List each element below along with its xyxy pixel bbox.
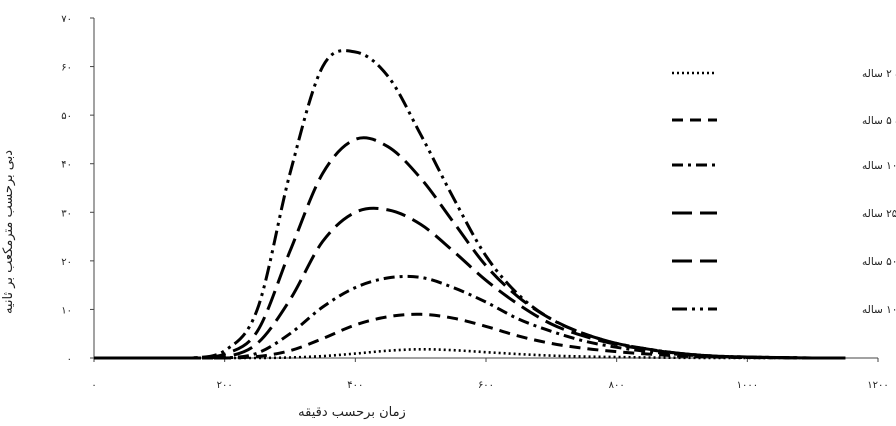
y-axis-ticks: ۰ ۱۰ ۲۰ ۳۰ ۴۰ ۵۰ ۶۰ ۷۰	[61, 14, 94, 365]
y-tick-label: ۰	[67, 354, 72, 365]
x-axis-title: زمان برحسب دقیقه	[298, 405, 406, 420]
legend-label-6: دوره بازگشت ۱۰۰ ساله	[862, 303, 896, 316]
y-tick-label: ۷۰	[61, 14, 72, 25]
y-tick-label: ۶۰	[61, 63, 72, 74]
legend-label-2: دوره بازگشت ۵ ساله	[862, 114, 896, 127]
y-tick-label: ۱۰	[61, 305, 72, 316]
legend-label-4: دوره بازگشت ۲۵ ساله	[862, 207, 896, 220]
legend-label-1: دوره بازگشت ۲ ساله	[862, 67, 896, 80]
x-tick-label: ۱۲۰۰	[867, 380, 888, 391]
legend-label-3: دوره بازگشت ۱۰ ساله	[862, 159, 896, 172]
x-axis-ticks: ۰ ۲۰۰ ۴۰۰ ۶۰۰ ۸۰۰ ۱۰۰۰ ۱۲۰۰	[91, 358, 889, 391]
series-line-6	[94, 49, 846, 360]
x-tick-label: ۴۰۰	[347, 380, 363, 391]
legend-label-5: دوره بازگشت۵۰ ساله	[862, 255, 896, 268]
axes	[93, 18, 878, 359]
x-tick-label: ۸۰۰	[609, 380, 625, 391]
x-tick-label: ۱۰۰۰	[737, 380, 758, 391]
x-tick-label: ۰	[91, 380, 96, 391]
series-line-5	[94, 136, 846, 360]
x-tick-label: ۶۰۰	[478, 380, 494, 391]
x-tick-label: ۲۰۰	[217, 380, 233, 391]
series-lines	[94, 49, 846, 360]
y-axis-title: دبی برحسب مترمکعب بر ثانیه	[1, 150, 16, 314]
y-tick-label: ۴۰	[61, 160, 72, 171]
series-line-3	[94, 274, 846, 360]
y-tick-label: ۲۰	[61, 257, 72, 268]
legend: دوره بازگشت ۲ ساله دوره بازگشت ۵ ساله دوره…	[672, 67, 896, 316]
y-tick-label: ۵۰	[61, 111, 72, 122]
y-tick-label: ۳۰	[61, 208, 72, 219]
